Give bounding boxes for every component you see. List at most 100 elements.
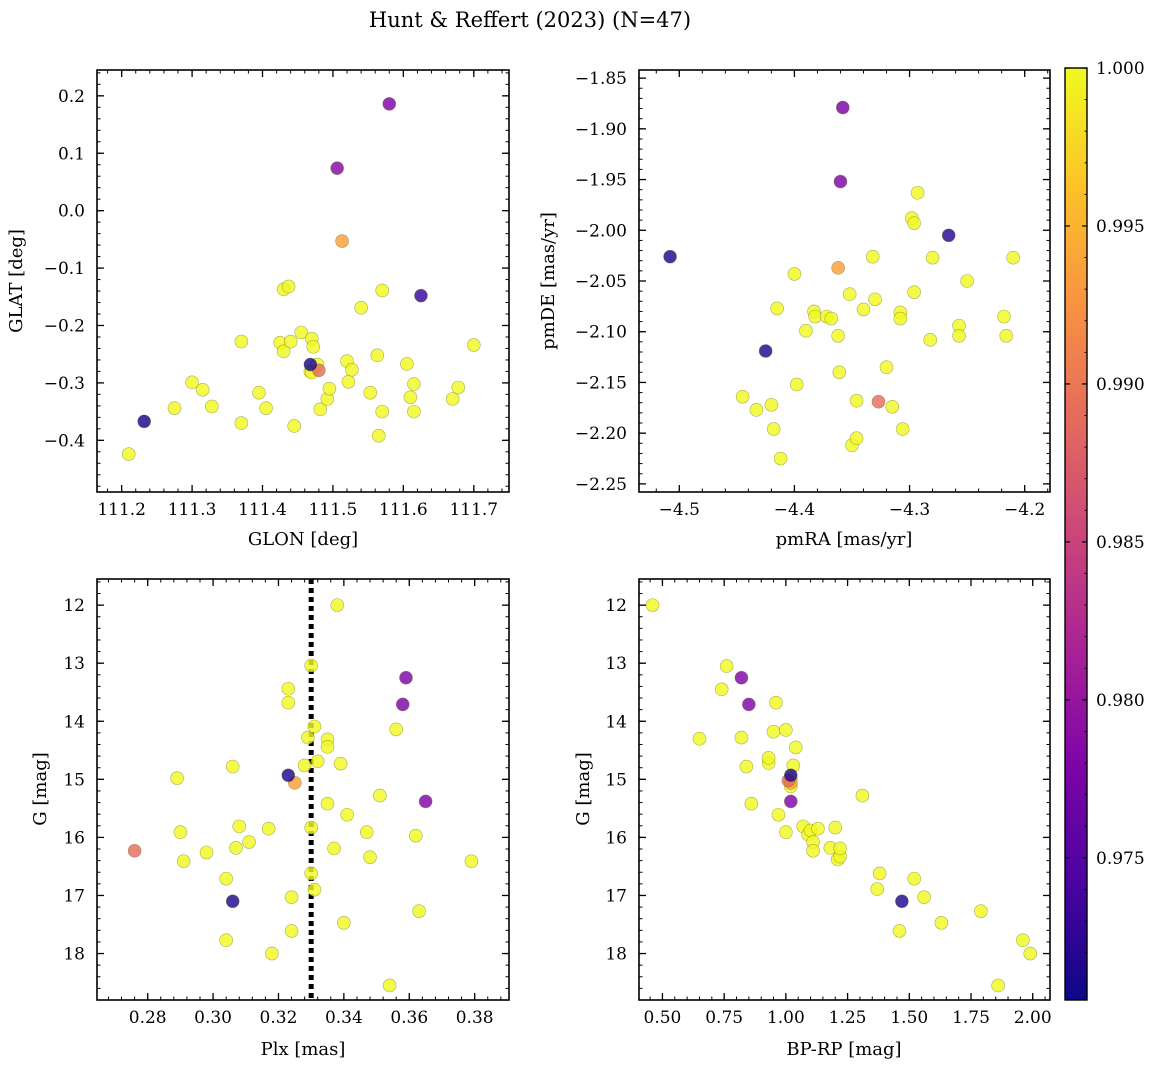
data-point [865, 249, 880, 264]
data-point [337, 915, 351, 930]
data-point [910, 185, 925, 200]
data-point [370, 348, 385, 363]
data-point [284, 890, 299, 905]
data-point [307, 882, 322, 897]
y-tick-label: −1.90 [575, 120, 627, 140]
data-point [1006, 250, 1020, 265]
data-point [234, 334, 249, 349]
data-point [345, 362, 359, 377]
y-tick-label: 0.0 [58, 202, 85, 222]
data-point [195, 383, 210, 397]
data-point [934, 915, 949, 930]
y-tick-label: −1.85 [575, 69, 627, 89]
data-point [265, 946, 279, 961]
y-tick-label: 13 [63, 654, 85, 674]
data-point [789, 377, 804, 392]
data-point [761, 751, 776, 765]
y-tick-label: −0.1 [44, 259, 85, 279]
data-point [466, 338, 481, 352]
x-tick-label: 1.50 [890, 1008, 928, 1028]
data-point [283, 334, 298, 349]
data-point [925, 250, 940, 265]
data-point [281, 681, 296, 696]
colorbar-tick-label: 0.980 [1096, 691, 1145, 711]
x-tick-label: 111.4 [238, 500, 287, 520]
data-point [414, 288, 428, 303]
axes-frame-glon-glat [96, 69, 510, 493]
data-point [835, 100, 850, 115]
data-point [773, 451, 788, 466]
x-tick-label: 111.5 [309, 500, 358, 520]
ticks-glon-glat: 111.2 111.3 111.4 111.5 111.6 111.7 −0.4 −0.3 −0… [44, 70, 509, 520]
data-point [974, 904, 988, 918]
data-point [895, 422, 910, 436]
data-point [744, 796, 759, 811]
data-point [375, 283, 390, 298]
data-point [811, 821, 825, 836]
y-tick-label: −2.20 [575, 424, 627, 444]
data-point [320, 796, 335, 811]
data-point [952, 328, 966, 343]
data-point [389, 722, 403, 737]
x-tick-label: 0.30 [194, 1008, 232, 1028]
data-point [784, 794, 798, 809]
data-point [137, 414, 151, 429]
data-point [1023, 946, 1038, 961]
data-point [407, 377, 421, 391]
data-point [281, 695, 296, 710]
data-point [779, 825, 793, 839]
data-point [252, 385, 266, 400]
data-point [806, 843, 820, 858]
data-point [766, 422, 781, 436]
colorbar-frame [1064, 67, 1088, 1001]
data-point [284, 924, 299, 938]
data-point [199, 845, 214, 860]
y-tick-label: −2.25 [575, 475, 627, 495]
data-point [340, 807, 354, 822]
data-point [354, 300, 368, 315]
data-point [663, 249, 677, 264]
data-point [831, 261, 845, 275]
data-point [304, 866, 318, 881]
data-point [304, 658, 318, 673]
panel-pmra-pmde: −4.5 −4.4 −4.3 −4.2 −2.25 −2.20 −2.15 −2.10 −2.0… [538, 69, 1051, 550]
y-tick-label: 18 [63, 945, 85, 965]
data-point [879, 360, 894, 375]
data-point [734, 730, 749, 745]
data-point [310, 754, 325, 769]
axes-frame-pmra-pmde [638, 69, 1051, 493]
data-point [359, 825, 374, 839]
y-axis-label-g-plx: G [mag] [30, 752, 51, 825]
data-point [322, 381, 337, 396]
colorbar-tick-label: 0.990 [1096, 375, 1145, 395]
y-tick-label: −0.3 [44, 374, 85, 394]
data-point [304, 820, 318, 835]
x-tick-label: 0.34 [325, 1008, 363, 1028]
data-point [784, 768, 798, 783]
data-point [907, 871, 922, 886]
data-point [176, 854, 191, 869]
data-point [923, 333, 938, 347]
data-point [185, 375, 199, 390]
data-point [758, 344, 773, 358]
x-tick-label: 111.7 [449, 500, 498, 520]
ticks-plx-g: 0.28 0.30 0.32 0.34 0.36 0.38 12 13 14 15 16 17 18 [63, 579, 509, 1028]
y-tick-label: −2.15 [575, 373, 627, 393]
x-tick-label: 0.32 [260, 1008, 298, 1028]
data-point [832, 365, 847, 380]
x-axis-label-glon: GLON [deg] [248, 529, 358, 550]
data-point [335, 234, 349, 248]
data-point [645, 598, 660, 612]
data-point [341, 374, 356, 389]
x-tick-label: 2.00 [1014, 1008, 1052, 1028]
y-tick-label: 15 [63, 770, 85, 790]
data-point [234, 416, 249, 430]
data-point [261, 821, 276, 836]
x-tick-label: 0.28 [129, 1008, 167, 1028]
colorbar-tick-label: 0.975 [1096, 849, 1145, 869]
x-tick-label: −4.4 [774, 500, 815, 520]
data-point [313, 402, 328, 417]
data-point [855, 788, 870, 803]
colorbar-tick-label: 0.995 [1096, 217, 1145, 237]
